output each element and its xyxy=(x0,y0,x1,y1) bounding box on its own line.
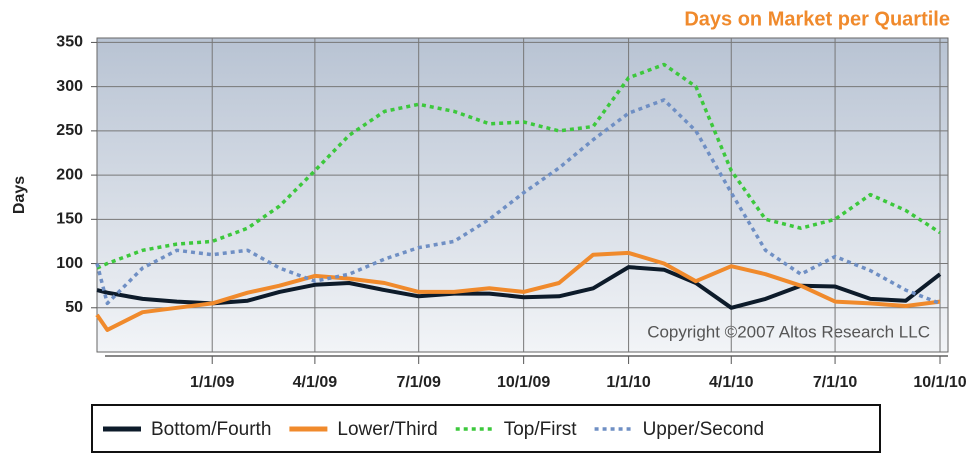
series-line xyxy=(95,250,941,332)
x-tick-label: 10/1/10 xyxy=(913,374,966,391)
y-tick-label: 300 xyxy=(56,78,83,95)
x-tick-label: 1/1/10 xyxy=(606,374,651,391)
x-tick-label: 4/1/10 xyxy=(709,374,754,391)
y-tick-label: 150 xyxy=(56,211,83,228)
y-tick-label: 250 xyxy=(56,122,83,139)
legend-label: Top/First xyxy=(504,419,578,440)
chart-title: Days on Market per Quartile xyxy=(684,8,950,30)
y-tick-label: 50 xyxy=(65,299,83,316)
y-tick-label: 100 xyxy=(56,255,83,272)
series-line xyxy=(95,98,941,306)
x-tick-label: 7/1/10 xyxy=(813,374,858,391)
x-tick-label: 10/1/09 xyxy=(497,374,550,391)
legend-label: Bottom/Fourth xyxy=(151,419,271,440)
legend-label: Lower/Third xyxy=(337,419,437,440)
y-tick-label: 350 xyxy=(56,34,83,51)
annotation: Copyright ©2007 Altos Research LLC xyxy=(647,322,930,341)
x-tick-label: 1/1/09 xyxy=(190,374,235,391)
x-tick-label: 7/1/09 xyxy=(396,374,441,391)
plot-area xyxy=(96,37,949,353)
y-axis-label: Days xyxy=(11,176,28,214)
x-tick-label: 4/1/09 xyxy=(293,374,338,391)
legend-box xyxy=(91,404,881,453)
y-tick-label: 200 xyxy=(56,166,83,183)
legend-label: Upper/Second xyxy=(643,419,764,440)
